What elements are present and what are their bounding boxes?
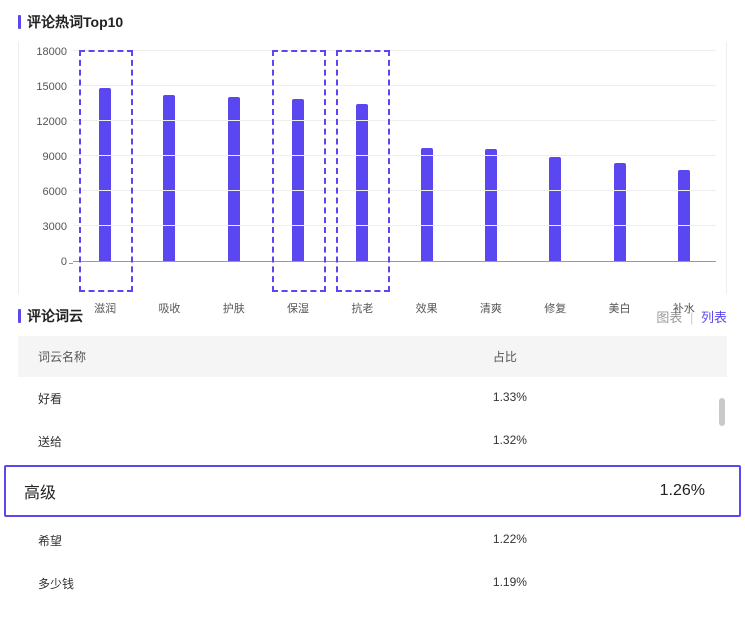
table-row[interactable]: 好看 1.33% bbox=[18, 377, 727, 420]
bar-slot bbox=[459, 52, 523, 261]
cell-name: 高级 bbox=[24, 479, 660, 503]
x-tick-label: 护肤 bbox=[202, 300, 266, 316]
grid-line bbox=[73, 85, 716, 86]
bar-slot bbox=[587, 52, 651, 261]
bar[interactable] bbox=[421, 148, 433, 261]
table-row[interactable]: 多少钱 1.19% bbox=[18, 562, 727, 605]
x-tick-label: 补水 bbox=[652, 300, 716, 316]
hotwords-chart: 0300060009000120001500018000 滋润吸收护肤保湿抗老效… bbox=[18, 42, 727, 294]
table-row-highlighted[interactable]: 高级 1.26% bbox=[4, 465, 741, 517]
x-tick-label: 美白 bbox=[587, 300, 651, 316]
col-header-name: 词云名称 bbox=[38, 348, 493, 365]
title-accent-bar bbox=[18, 15, 21, 29]
grid-line bbox=[73, 225, 716, 226]
table-row[interactable]: 送给 1.32% bbox=[18, 420, 727, 463]
x-tick-label: 滋润 bbox=[73, 300, 137, 316]
bars-container bbox=[73, 52, 716, 261]
bar-slot bbox=[330, 52, 394, 261]
grid-line bbox=[73, 190, 716, 191]
hotwords-title: 评论热词Top10 bbox=[27, 12, 123, 32]
hotwords-section: 评论热词Top10 0300060009000120001500018000 滋… bbox=[0, 0, 745, 294]
y-tick-label: 0 bbox=[61, 256, 67, 268]
bar[interactable] bbox=[485, 149, 497, 261]
y-tick-label: 18000 bbox=[36, 46, 67, 58]
bar[interactable] bbox=[356, 104, 368, 262]
x-tick-label: 清爽 bbox=[459, 300, 523, 316]
cell-name: 多少钱 bbox=[38, 575, 493, 592]
table-row[interactable]: 希望 1.22% bbox=[18, 519, 727, 562]
bar-slot bbox=[202, 52, 266, 261]
y-tick-label: 12000 bbox=[36, 116, 67, 128]
y-tick-label: 3000 bbox=[43, 221, 67, 233]
x-tick-label: 抗老 bbox=[330, 300, 394, 316]
grid-line bbox=[73, 155, 716, 156]
y-tick-label: 15000 bbox=[36, 81, 67, 93]
bar[interactable] bbox=[678, 170, 690, 261]
cell-name: 希望 bbox=[38, 532, 493, 549]
bar-slot bbox=[523, 52, 587, 261]
cell-pct: 1.33% bbox=[493, 390, 707, 407]
cell-name: 好看 bbox=[38, 390, 493, 407]
bar[interactable] bbox=[614, 163, 626, 261]
bar-slot bbox=[266, 52, 330, 261]
x-tick-label: 效果 bbox=[394, 300, 458, 316]
bar[interactable] bbox=[292, 99, 304, 261]
cell-pct: 1.26% bbox=[660, 482, 705, 500]
x-tick-label: 保湿 bbox=[266, 300, 330, 316]
bar-slot bbox=[652, 52, 716, 261]
table-header-row: 词云名称 占比 bbox=[18, 336, 727, 377]
y-tick-label: 6000 bbox=[43, 186, 67, 198]
cell-pct: 1.22% bbox=[493, 532, 707, 549]
grid-line bbox=[73, 50, 716, 51]
y-axis: 0300060009000120001500018000 bbox=[29, 52, 73, 262]
chart-plot-area bbox=[73, 52, 716, 262]
x-tick-label: 吸收 bbox=[137, 300, 201, 316]
hotwords-title-row: 评论热词Top10 bbox=[18, 12, 727, 32]
cell-pct: 1.19% bbox=[493, 575, 707, 592]
wordcloud-table: 词云名称 占比 好看 1.33% 送给 1.32% 高级 1.26% 希望 1.… bbox=[18, 336, 727, 605]
col-header-pct: 占比 bbox=[493, 348, 707, 365]
bar-slot bbox=[73, 52, 137, 261]
bar[interactable] bbox=[99, 88, 111, 261]
x-axis-labels: 滋润吸收护肤保湿抗老效果清爽修复美白补水 bbox=[73, 300, 716, 316]
x-tick-label: 修复 bbox=[523, 300, 587, 316]
cell-pct: 1.32% bbox=[493, 433, 707, 450]
y-tick-label: 9000 bbox=[43, 151, 67, 163]
scrollbar-thumb[interactable] bbox=[719, 398, 725, 426]
bar[interactable] bbox=[549, 157, 561, 261]
bar[interactable] bbox=[228, 97, 240, 262]
wordcloud-section: 评论词云 图表 | 列表 词云名称 占比 好看 1.33% 送给 1.32% 高… bbox=[0, 294, 745, 605]
grid-line bbox=[73, 120, 716, 121]
bar-slot bbox=[394, 52, 458, 261]
bar-slot bbox=[137, 52, 201, 261]
cell-name: 送给 bbox=[38, 433, 493, 450]
title-accent-bar bbox=[18, 309, 21, 323]
